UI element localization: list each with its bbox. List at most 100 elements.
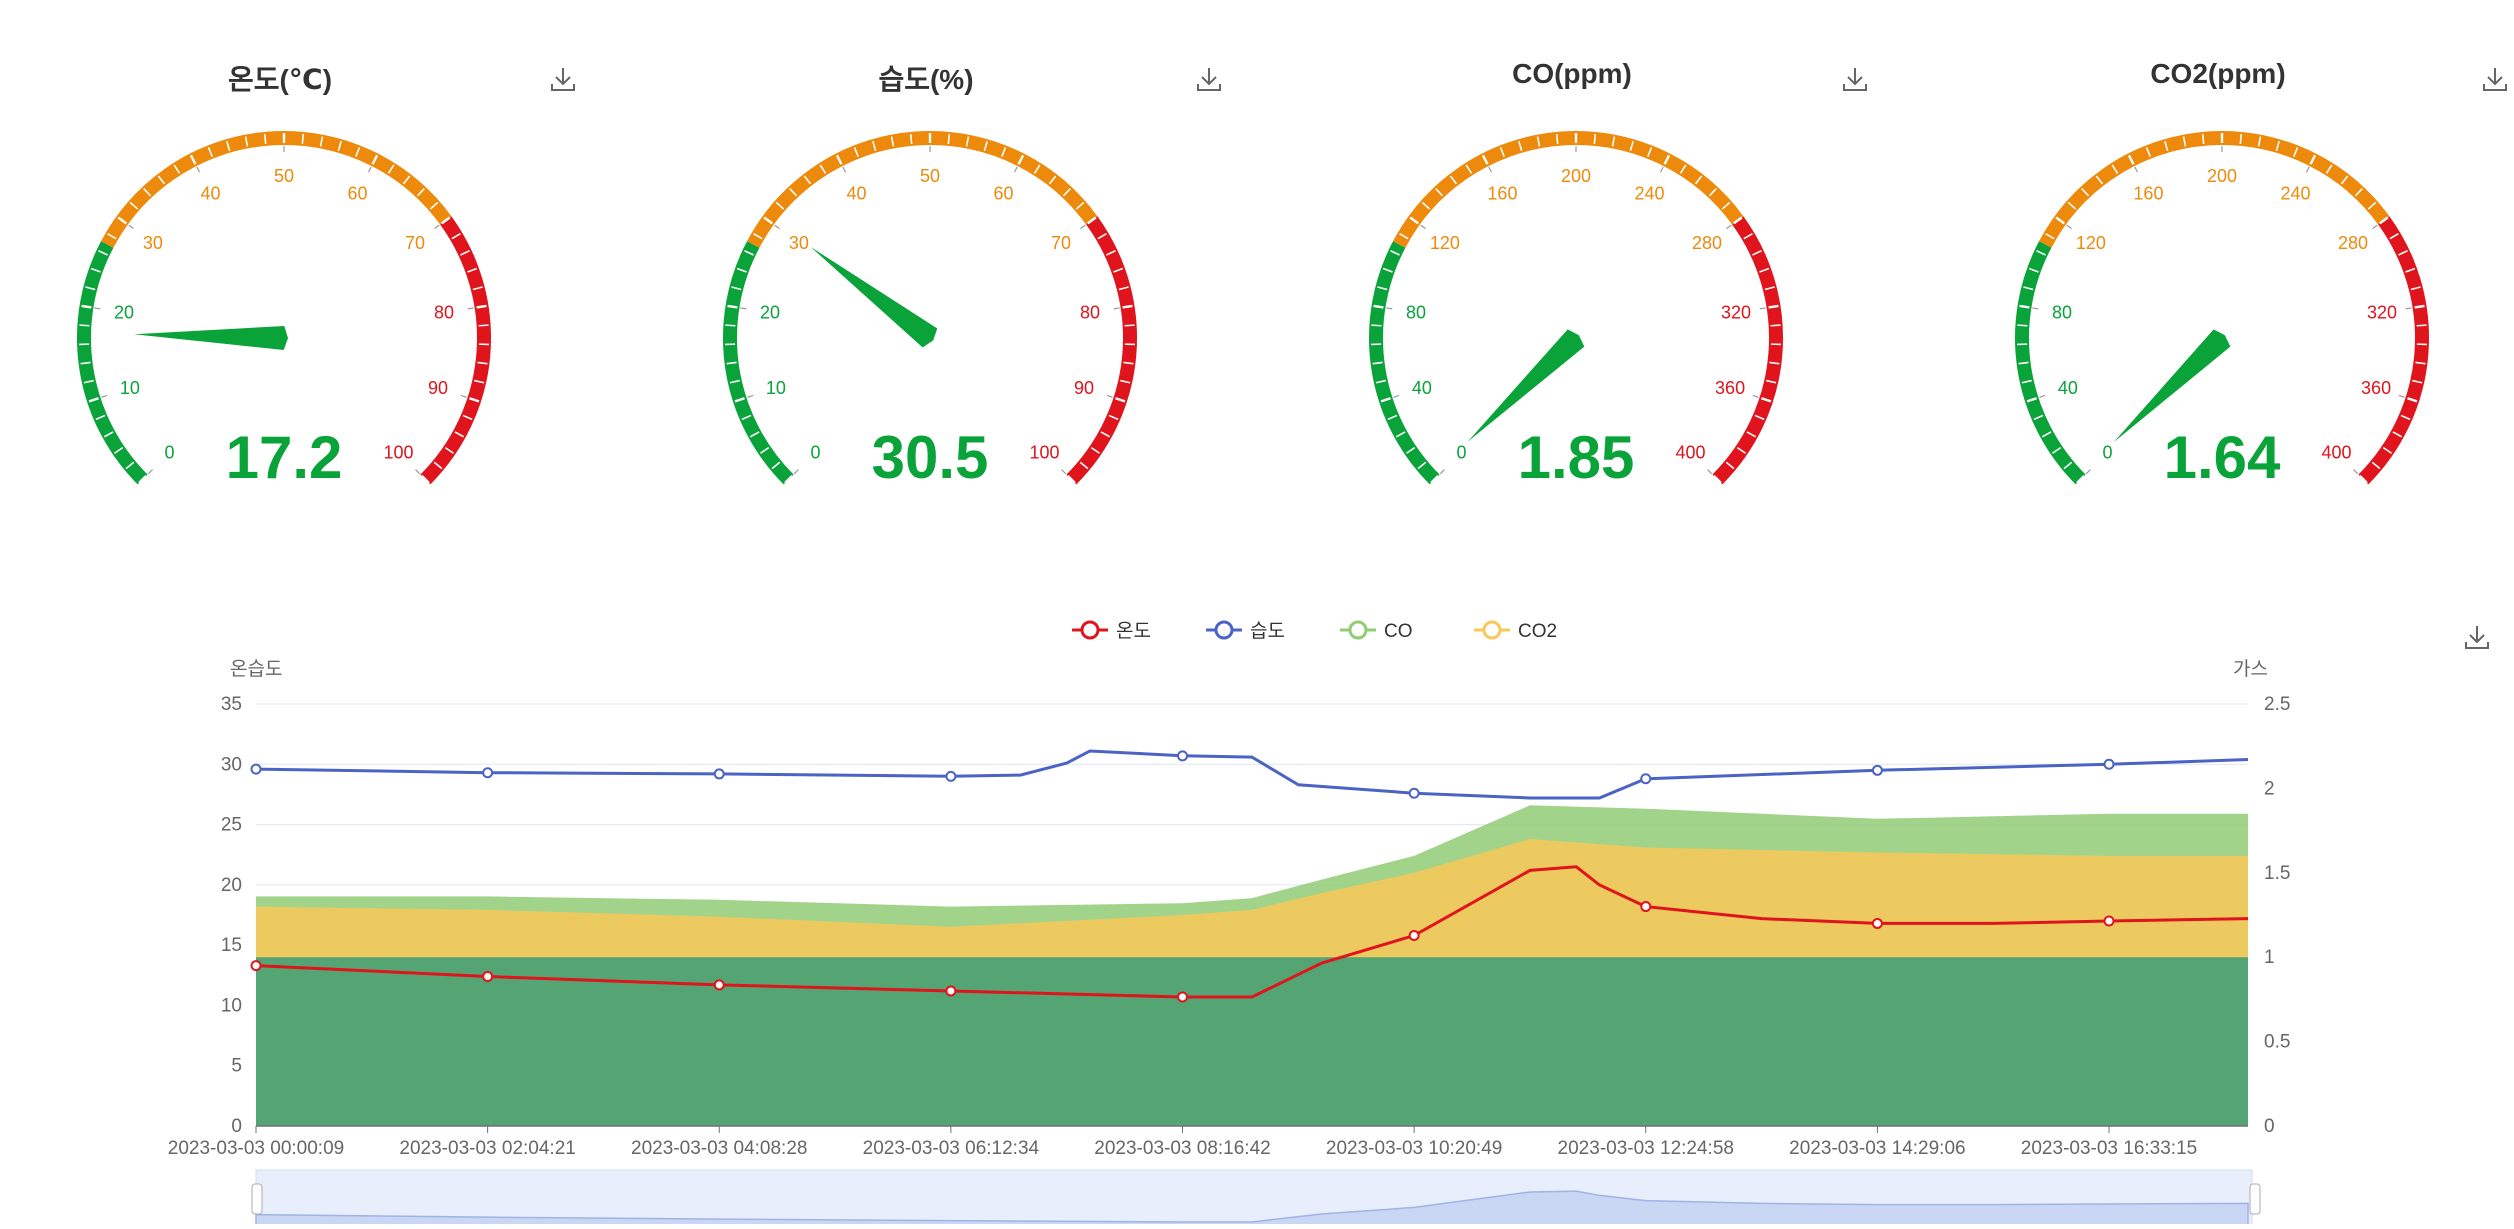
series-point <box>1873 919 1882 928</box>
series-point <box>715 980 724 989</box>
gauge-tick-label: 160 <box>1487 184 1517 204</box>
gauge-band <box>730 244 789 479</box>
x-tick-label: 2023-03-03 16:33:15 <box>2021 1138 2197 1159</box>
left-axis-label: 온습도 <box>230 658 282 680</box>
left-tick-label: 30 <box>221 754 242 775</box>
gauge-tick-label: 360 <box>1715 378 1745 398</box>
gauge-band <box>2045 138 2384 244</box>
legend-marker <box>1484 622 1500 638</box>
gauge-tick-label: 240 <box>2281 184 2311 204</box>
gauge-tick-label: 10 <box>766 378 786 398</box>
zoom-handle-left <box>252 1184 262 1214</box>
legend-item[interactable]: CO <box>1340 621 1413 642</box>
series-point <box>1178 992 1187 1001</box>
gauge-tick-mark <box>1114 308 1120 309</box>
series-point <box>946 772 955 781</box>
gauge-tick-mark <box>2135 167 2138 172</box>
right-tick-label: 2.5 <box>2264 694 2290 715</box>
gauge-tick-label: 400 <box>2322 443 2352 463</box>
x-tick-label: 2023-03-03 12:24:58 <box>1558 1138 1734 1159</box>
gauge-value: 30.5 <box>872 424 989 491</box>
x-tick-label: 2023-03-03 00:00:09 <box>168 1138 344 1159</box>
right-tick-label: 1 <box>2264 947 2275 968</box>
gauge-tick-mark <box>94 308 100 309</box>
gauge-tick-mark <box>740 308 746 309</box>
gauge-tick-mark <box>1760 308 1766 309</box>
download-icon[interactable] <box>1194 64 1224 94</box>
gauge-band <box>425 220 484 479</box>
left-tick-label: 10 <box>221 995 242 1016</box>
right-tick-label: 0 <box>2264 1116 2275 1137</box>
gauge-band <box>1071 220 1130 479</box>
gauge-tick-mark <box>1014 167 1017 172</box>
gauge-tick-label: 80 <box>434 303 454 323</box>
gauge-tick-mark <box>1489 167 1492 172</box>
download-icon[interactable] <box>2480 64 2510 94</box>
gauge-tick-mark <box>1726 225 1731 229</box>
gauge-tick-label: 30 <box>789 233 809 253</box>
gauge-tick-mark <box>1107 395 1113 397</box>
x-tick-label: 2023-03-03 04:08:28 <box>631 1138 807 1159</box>
gauge-tick-label: 50 <box>920 166 940 186</box>
gauge-tick <box>1374 306 1384 308</box>
gauge-tick-mark <box>197 167 200 172</box>
legend-item[interactable]: 습도 <box>1206 620 1285 642</box>
gauge-tick <box>911 134 912 144</box>
gauge-tick-label: 90 <box>428 378 448 398</box>
series-point <box>946 986 955 995</box>
gauge-tick-label: 20 <box>760 303 780 323</box>
right-axis-label: 가스 <box>2233 658 2268 680</box>
series-point <box>1641 774 1650 783</box>
gauge-tick <box>1371 325 1381 326</box>
gauge-tick-mark <box>368 167 371 172</box>
gauge-tick-mark <box>468 308 474 309</box>
gauge-tick <box>2417 325 2427 326</box>
series-point <box>1641 902 1650 911</box>
series-point <box>252 765 261 774</box>
left-tick-label: 20 <box>221 875 242 896</box>
left-tick-label: 5 <box>231 1056 242 1077</box>
series-point <box>483 768 492 777</box>
gauge-tick-label: 400 <box>1676 443 1706 463</box>
gauge-tick-label: 20 <box>114 303 134 323</box>
legend-marker <box>1082 622 1098 638</box>
x-tick-label: 2023-03-03 10:20:49 <box>1326 1138 1502 1159</box>
zoom-slider[interactable] <box>252 1170 2260 1224</box>
right-tick-label: 2 <box>2264 778 2275 799</box>
gauge-band <box>1376 244 1435 479</box>
gauge-tick-label: 100 <box>1030 443 1060 463</box>
gauge-tick <box>948 134 949 144</box>
x-tick-label: 2023-03-03 02:04:21 <box>399 1138 575 1159</box>
gauge-tick-mark <box>148 470 152 474</box>
gauge-tick-label: 70 <box>1051 233 1071 253</box>
gauge-tick-mark <box>2306 167 2309 172</box>
series-line <box>256 751 2248 798</box>
gauge-tick-mark <box>794 470 798 474</box>
chart-areas <box>256 805 2248 1126</box>
download-icon[interactable] <box>1840 64 1870 94</box>
legend-label: 습도 <box>1250 620 1285 642</box>
gauge-tick-mark <box>129 225 134 229</box>
gauge-tick <box>302 134 303 144</box>
gauge-tick-label: 80 <box>2052 303 2072 323</box>
gauge-band <box>1399 138 1738 244</box>
legend-item[interactable]: 온도 <box>1072 621 1151 642</box>
gauge-band <box>2022 244 2081 479</box>
gauge-tick-mark <box>416 470 420 474</box>
gauge-tick <box>477 306 487 308</box>
download-icon[interactable] <box>548 64 578 94</box>
gauge-tick-label: 10 <box>120 378 140 398</box>
gauge-tick-label: 200 <box>2207 166 2237 186</box>
legend-item[interactable]: CO2 <box>1474 621 1557 642</box>
series-point <box>1873 766 1882 775</box>
gauge-tick-label: 50 <box>274 166 294 186</box>
gauge-tick-mark <box>747 395 753 397</box>
gauge-tick <box>2203 134 2204 144</box>
